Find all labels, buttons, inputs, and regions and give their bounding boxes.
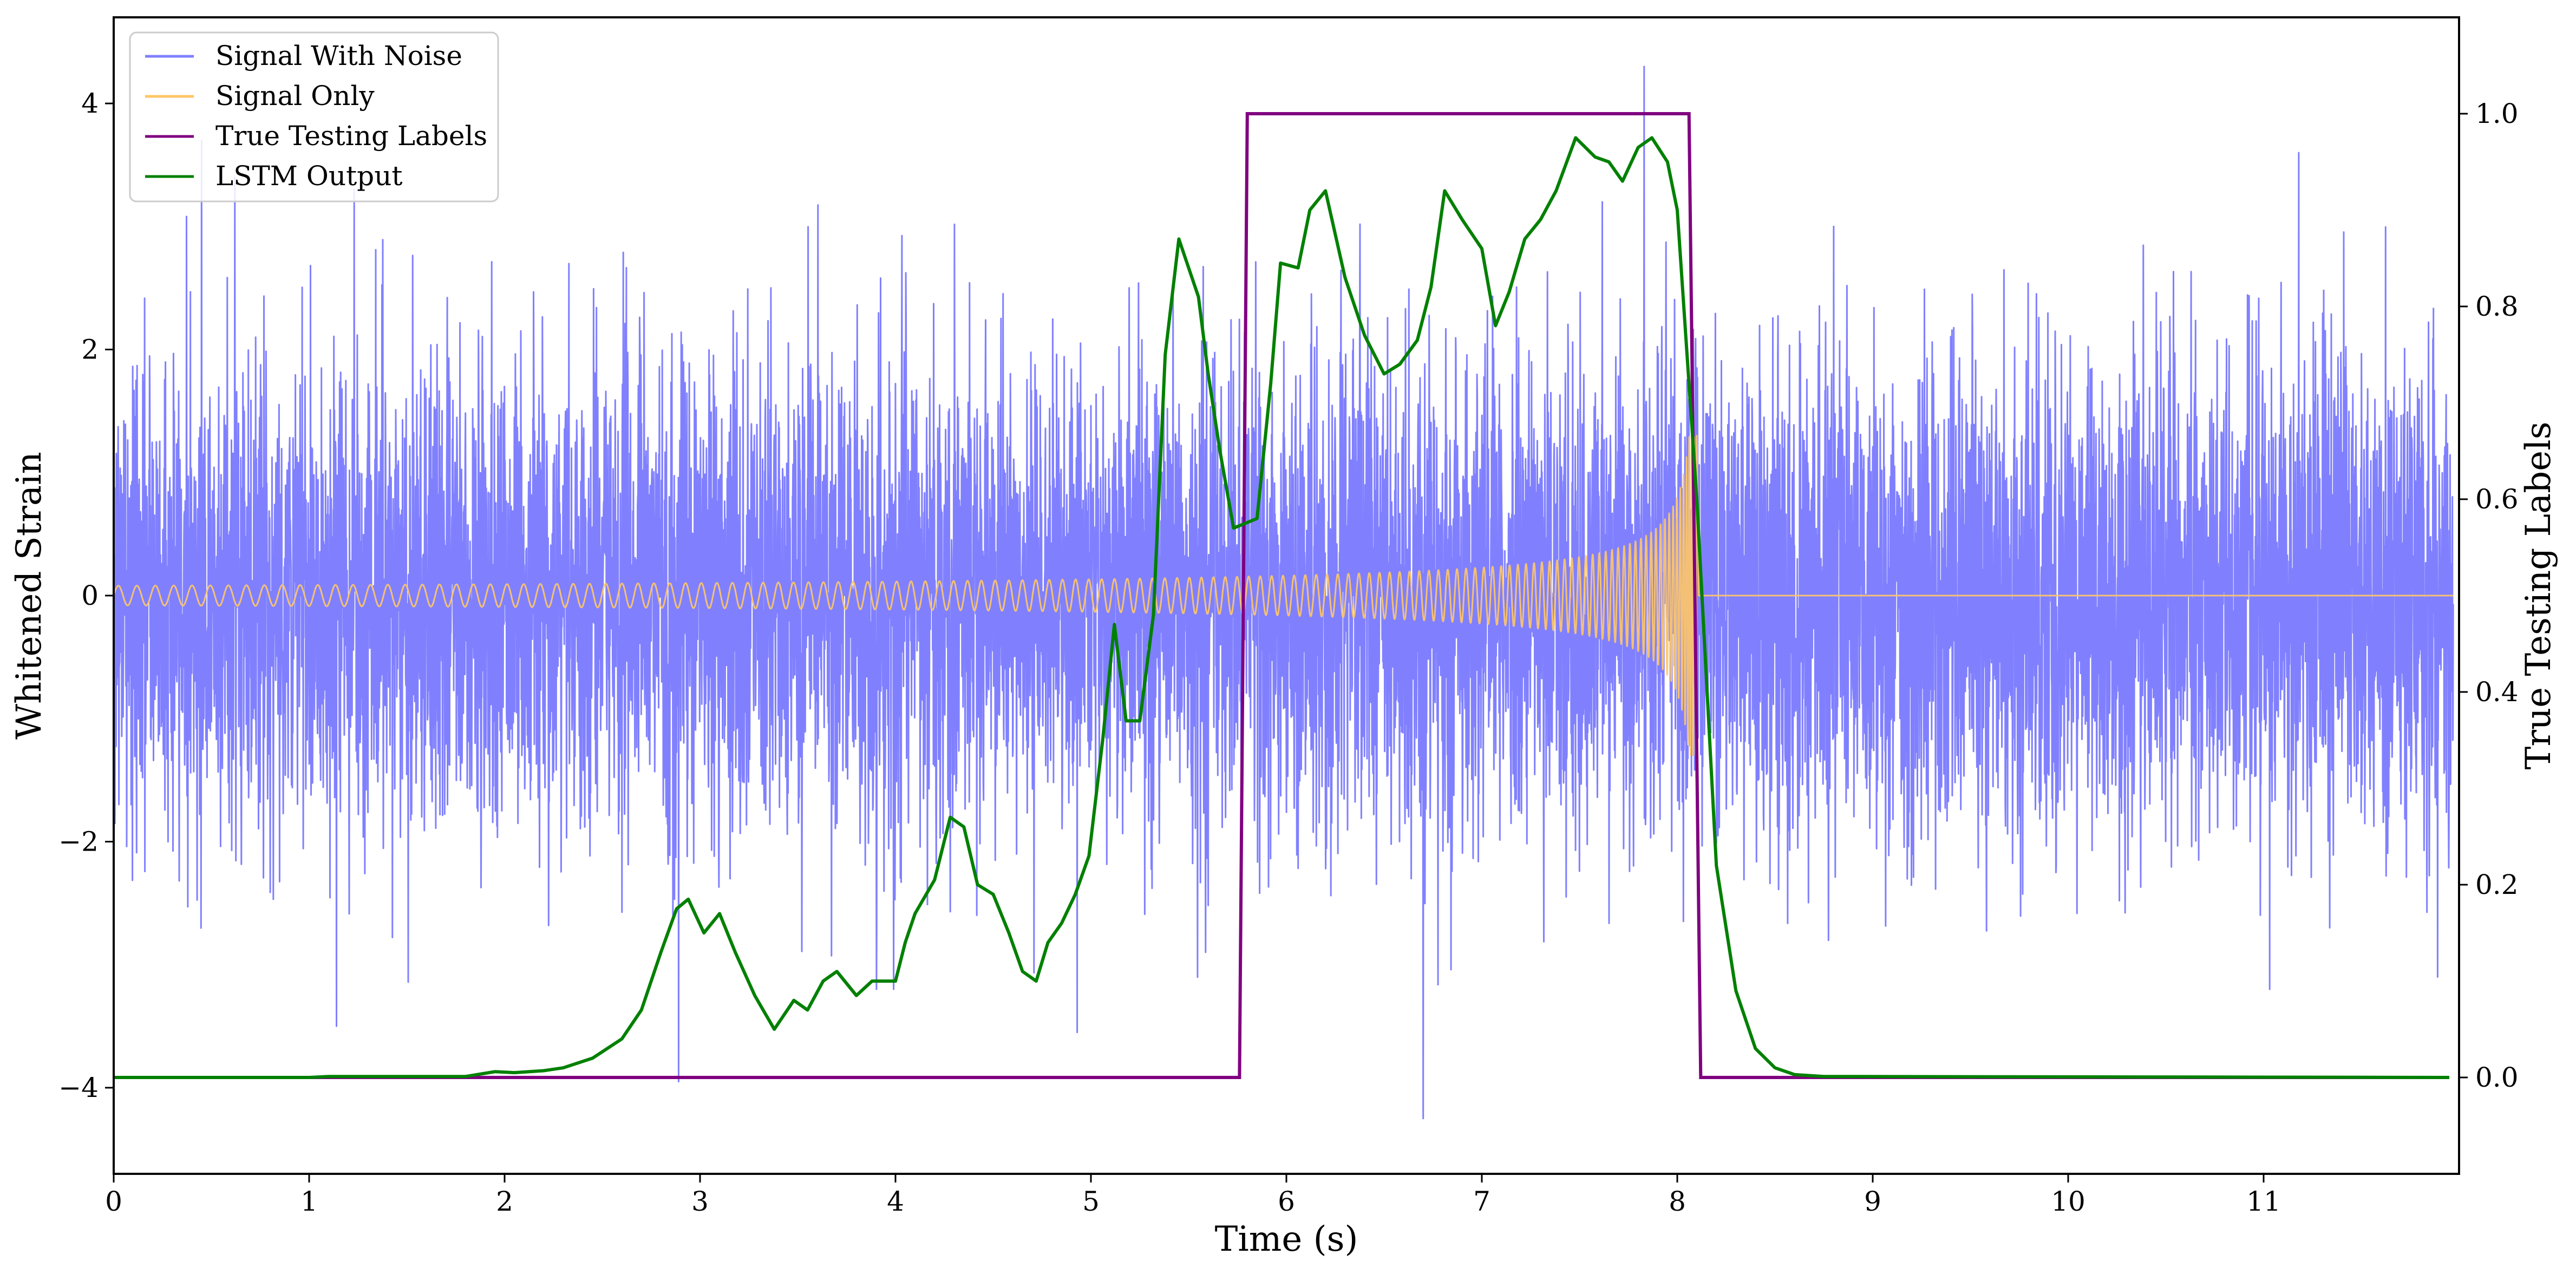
x-tick-label: 4 (887, 1186, 904, 1217)
x-tick-label: 1 (300, 1186, 318, 1217)
x-tick-label: 11 (2246, 1186, 2281, 1217)
y2-tick-label: 0.8 (2475, 291, 2519, 322)
y-axis-left: −4 −2 0 2 4 (58, 88, 114, 1103)
y2-tick-label: 0.0 (2475, 1062, 2519, 1093)
legend-box (129, 31, 499, 202)
x-tick-label: 10 (2051, 1186, 2085, 1217)
y2-tick-label: 0.4 (2475, 676, 2519, 708)
signal-only-series (114, 435, 2454, 756)
y-tick-label: 0 (81, 580, 99, 611)
y2-tick-label: 1.0 (2475, 98, 2519, 129)
x-tick-label: 9 (1864, 1186, 1881, 1217)
y2-tick-label: 0.2 (2475, 869, 2519, 900)
lstm-output-line (114, 136, 2449, 1079)
x-tick-label: 0 (105, 1186, 122, 1217)
x-tick-label: 6 (1278, 1186, 1295, 1217)
signal-with-noise-series (114, 66, 2454, 1120)
legend-label-true-testing-labels: True Testing Labels (215, 120, 487, 152)
y-tick-label: −4 (58, 1072, 99, 1103)
legend-label-signal-with-noise: Signal With Noise (215, 40, 462, 71)
legend-label-signal-only: Signal Only (215, 80, 375, 112)
y2-tick-label: 0.6 (2475, 484, 2519, 515)
y-axis-label: Whitened Strain (9, 452, 49, 739)
x-tick-label: 7 (1473, 1186, 1490, 1217)
legend: Signal With Noise Signal Only True Testi… (129, 31, 499, 202)
y2-axis-label: True Testing Labels (2519, 422, 2559, 770)
x-tick-label: 2 (496, 1186, 513, 1217)
x-tick-label: 8 (1669, 1186, 1686, 1217)
y-tick-label: 2 (81, 334, 99, 365)
lstm-output-series (114, 136, 2449, 1079)
y-tick-label: −2 (58, 826, 99, 857)
signal-only-line (114, 435, 2454, 756)
y-tick-label: 4 (81, 88, 99, 119)
x-tick-label: 5 (1082, 1186, 1100, 1217)
x-tick-label: 3 (691, 1186, 709, 1217)
x-axis: 0 1 2 3 4 5 6 7 8 9 10 11 (105, 1174, 2281, 1217)
x-axis-label: Time (s) (1215, 1219, 1358, 1259)
legend-label-lstm-output: LSTM Output (215, 160, 402, 192)
signal-with-noise-line (114, 66, 2454, 1120)
y-axis-right: 0.0 0.2 0.4 0.6 0.8 1.0 (2459, 98, 2519, 1093)
